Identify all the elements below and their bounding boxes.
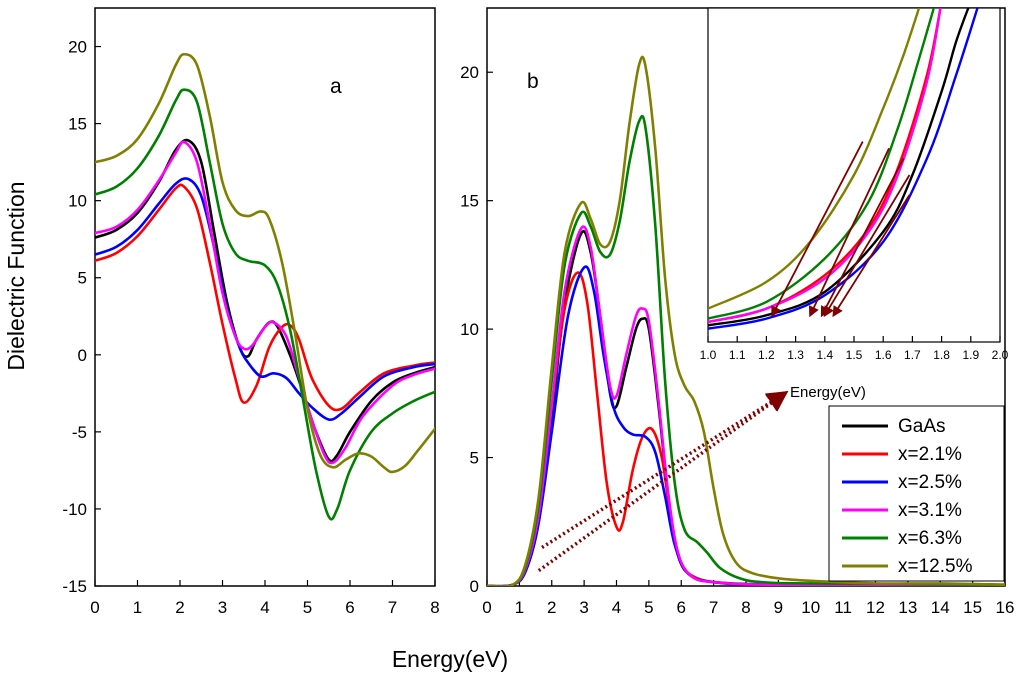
inset-series-line: [708, 8, 942, 324]
inset-xtick-label: 1.9: [962, 348, 979, 362]
inset-xtick-label: 1.0: [700, 348, 717, 362]
panel-a-ytick-label: -5: [72, 423, 87, 442]
panel-b-annotations: [537, 390, 789, 573]
panel-a-series-line: [95, 140, 435, 465]
panel-a-series-line: [95, 88, 435, 521]
legend-label: x=3.1%: [898, 500, 962, 521]
legend-frame: [828, 405, 1005, 582]
inset-ticks: 1.0 1.1 1.2 1.3 1.4 1.5 1.6 1.7 1.8 1.9 2.0: [700, 336, 1009, 362]
panel-b-xtick-label: 11: [834, 598, 852, 617]
panel-a-xtick-label: 0: [90, 598, 99, 617]
panel-b-ytick-label: 15: [460, 192, 479, 211]
panel-a-xtick-label: 5: [303, 598, 312, 617]
panel-a-xtick-label: 8: [430, 598, 439, 617]
panel-a-letter: a: [330, 75, 342, 98]
panel-a-series-line: [95, 183, 435, 412]
panel-a-series-line: [95, 177, 435, 422]
inset-xlabel: Energy(eV): [790, 384, 866, 401]
inset-xtick-label: 1.1: [729, 348, 746, 362]
panel-b-xtick-label: 5: [644, 598, 653, 617]
panel-a: 0 1 2 3 4 5 6 7 8 -15 -10 -5 0 5 10 15 20 a: [62, 7, 440, 617]
panel-b-xtick-label: 8: [741, 598, 750, 617]
legend-items: GaAs x=2.1% x=2.5% x=3.1% x=6.3% x=12.5%: [842, 416, 973, 577]
legend-label: x=2.1%: [898, 444, 962, 465]
panel-b-xtick-label: 10: [801, 598, 820, 617]
inset-xtick-label: 1.3: [787, 348, 804, 362]
panel-b-xtick-label: 1: [515, 598, 524, 617]
panel-b-ytick-label: 5: [470, 449, 479, 468]
panel-b-ytick-label: 20: [460, 63, 479, 82]
legend: GaAs x=2.1% x=2.5% x=3.1% x=6.3% x=12.5%: [828, 405, 1005, 582]
inset-series-line: [708, 8, 979, 330]
panel-a-ytick-label: -15: [62, 577, 87, 596]
inset-xtick-label: 1.8: [933, 348, 950, 362]
legend-label: x=6.3%: [898, 528, 962, 549]
panel-b-ytick-label: 0: [470, 577, 479, 596]
panel-b-xtick-label: 13: [898, 598, 917, 617]
panel-a-xtick-label: 1: [133, 598, 142, 617]
panel-b-letter: b: [527, 70, 539, 93]
inset-series-line: [708, 8, 936, 320]
panel-a-ytick-label: 10: [68, 192, 87, 211]
inset-xtick-label: 2.0: [992, 348, 1009, 362]
inset-tangent-arrow: [823, 174, 911, 318]
panel-a-xtick-label: 6: [345, 598, 354, 617]
panel-a-frame: [94, 7, 436, 587]
panel-b-xtick-label: 2: [547, 598, 556, 617]
panel-b-xtick-label: 16: [996, 598, 1015, 617]
panel-a-xtick-label: 2: [175, 598, 184, 617]
panel-a-ytick-label: 20: [68, 38, 87, 57]
y-axis-title: Dielectric Function: [3, 181, 29, 370]
panel-b-series-line: [487, 114, 1005, 586]
inset-xtick-label: 1.5: [846, 348, 863, 362]
panel-b-dotted-arrow: [537, 390, 789, 573]
panel-a-ticks: 0 1 2 3 4 5 6 7 8 -15 -10 -5 0 5 10 15 20: [62, 38, 439, 617]
panel-b-series-line: [487, 225, 1005, 586]
panel-a-series-line: [95, 138, 435, 463]
panel-b-xtick-label: 3: [579, 598, 588, 617]
inset-tangent-arrow: [809, 147, 890, 318]
inset-xtick-label: 1.6: [875, 348, 892, 362]
panel-b-xtick-label: 9: [774, 598, 783, 617]
panel-a-xtick-label: 4: [260, 598, 269, 617]
panel-a-series-line: [95, 52, 435, 474]
legend-label: x=2.5%: [898, 472, 962, 493]
inset-xtick-label: 1.2: [758, 348, 775, 362]
panel-b-xtick-label: 14: [931, 598, 950, 617]
x-axis-title: Energy(eV): [392, 646, 508, 672]
panel-a-ytick-label: 0: [78, 346, 87, 365]
inset-tangent-arrows: [771, 141, 911, 318]
panel-b-xtick-label: 7: [709, 598, 718, 617]
legend-label: x=12.5%: [898, 556, 973, 577]
inset-plot: 1.0 1.1 1.2 1.3 1.4 1.5 1.6 1.7 1.8 1.9 2.0 Energy…: [700, 7, 1009, 401]
panel-b-series-line: [487, 55, 1005, 586]
panel-a-xtick-label: 7: [388, 598, 397, 617]
panel-a-ytick-label: 5: [78, 269, 87, 288]
inset-tangent-arrow: [820, 157, 905, 318]
panel-a-ytick-label: 15: [68, 115, 87, 134]
panel-b-ytick-label: 10: [460, 320, 479, 339]
inset-tangent-arrow: [832, 194, 911, 318]
panel-a-ytick-label: -10: [62, 500, 87, 519]
legend-label: GaAs: [898, 416, 946, 437]
panel-b-xtick-label: 12: [866, 598, 885, 617]
inset-series: [708, 8, 979, 330]
panel-a-xtick-label: 3: [218, 598, 227, 617]
inset-xtick-label: 1.4: [816, 348, 833, 362]
inset-tangent-arrow: [771, 141, 864, 318]
inset-series-line: [708, 8, 921, 310]
panel-b-xtick-label: 4: [612, 598, 621, 617]
panel-a-series: [95, 52, 435, 521]
panel-b-xtick-label: 6: [677, 598, 686, 617]
panel-b-xtick-label: 15: [963, 598, 982, 617]
panel-b-xtick-label: 0: [482, 598, 491, 617]
inset-xtick-label: 1.7: [904, 348, 921, 362]
panel-b-series: [487, 55, 1005, 586]
